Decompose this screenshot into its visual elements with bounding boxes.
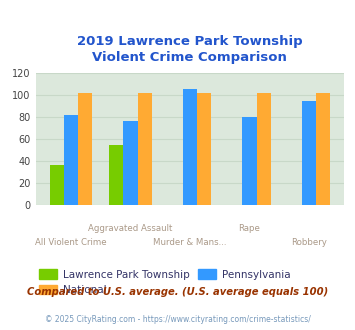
Bar [109, 145, 123, 205]
Bar [138, 93, 152, 205]
Text: Aggravated Assault: Aggravated Assault [88, 224, 173, 233]
Bar [316, 93, 330, 205]
Bar [242, 116, 257, 205]
Bar [302, 101, 316, 205]
Text: All Violent Crime: All Violent Crime [35, 238, 107, 247]
Text: Murder & Mans...: Murder & Mans... [153, 238, 227, 247]
Title: 2019 Lawrence Park Township
Violent Crime Comparison: 2019 Lawrence Park Township Violent Crim… [77, 36, 303, 64]
Bar [50, 165, 64, 205]
Bar [197, 93, 211, 205]
Legend: Lawrence Park Township, National, Pennsylvania: Lawrence Park Township, National, Pennsy… [34, 265, 295, 299]
Bar [78, 93, 92, 205]
Text: © 2025 CityRating.com - https://www.cityrating.com/crime-statistics/: © 2025 CityRating.com - https://www.city… [45, 315, 310, 324]
Text: Compared to U.S. average. (U.S. average equals 100): Compared to U.S. average. (U.S. average … [27, 287, 328, 297]
Text: Rape: Rape [239, 224, 260, 233]
Bar [257, 93, 271, 205]
Bar [123, 121, 138, 205]
Text: Robbery: Robbery [291, 238, 327, 247]
Bar [64, 115, 78, 205]
Bar [183, 89, 197, 205]
